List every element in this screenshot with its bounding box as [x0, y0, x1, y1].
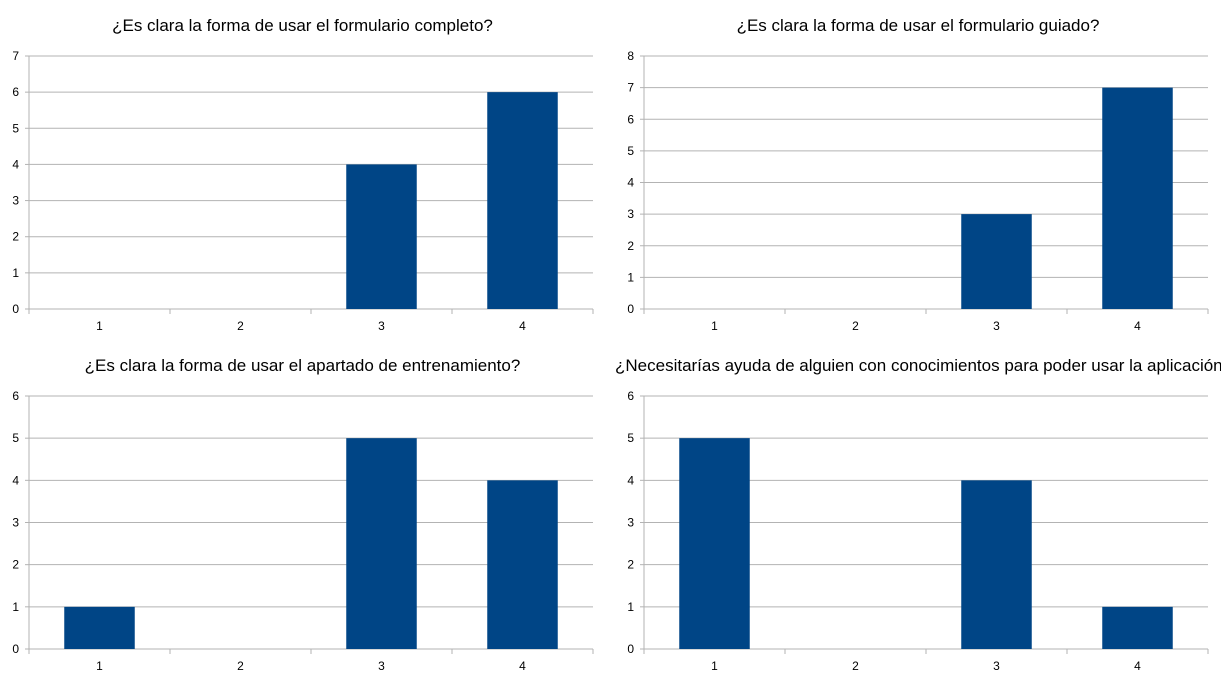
- bar-3: [961, 214, 1032, 309]
- y-tick-label: 4: [627, 473, 634, 487]
- y-tick-label: 4: [12, 157, 19, 171]
- x-tick-label: 3: [378, 319, 385, 333]
- x-tick-label: 3: [993, 659, 1000, 673]
- bar-4: [1102, 87, 1173, 309]
- x-tick-label: 2: [237, 319, 244, 333]
- x-tick-label: 2: [237, 659, 244, 673]
- bar-1: [679, 438, 750, 649]
- bar-chart: 0 1 2 3 4 5 6 7 8 1 2 3 4: [627, 49, 1209, 333]
- x-tick-label: 3: [993, 319, 1000, 333]
- chart-panel-entrenamiento: ¿Es clara la forma de usar el apartado d…: [0, 340, 605, 681]
- bar-4: [487, 480, 558, 649]
- y-tick-label: 0: [12, 642, 19, 656]
- y-tick-label: 5: [12, 121, 19, 135]
- chart-title: ¿Es clara la forma de usar el apartado d…: [84, 356, 521, 375]
- y-tick-label: 0: [627, 642, 634, 656]
- x-tick-label: 2: [852, 319, 859, 333]
- bar-chart: 0 1 2 3 4 5 6 1 2 3 4: [12, 389, 594, 673]
- y-tick-label: 1: [12, 600, 19, 614]
- y-tick-label: 5: [12, 431, 19, 445]
- y-tick-label: 4: [627, 176, 634, 190]
- x-tick-label: 1: [711, 319, 718, 333]
- bar-3: [346, 438, 417, 649]
- y-tick-label: 5: [627, 431, 634, 445]
- x-tick-label: 3: [378, 659, 385, 673]
- chart-panel-ayuda: ¿Necesitarías ayuda de alguien con conoc…: [615, 340, 1221, 681]
- bar-chart: 0 1 2 3 4 5 6 1 2 3 4: [627, 389, 1209, 673]
- x-tick-label: 1: [96, 659, 103, 673]
- x-tick-label: 2: [852, 659, 859, 673]
- bar-1: [64, 606, 135, 649]
- bar-4: [1102, 606, 1173, 649]
- y-tick-label: 6: [12, 85, 19, 99]
- x-tick-label: 4: [519, 319, 526, 333]
- y-tick-label: 2: [12, 558, 19, 572]
- bar-4: [487, 92, 558, 310]
- chart-title: ¿Necesitarías ayuda de alguien con conoc…: [615, 356, 1221, 375]
- y-tick-label: 2: [627, 558, 634, 572]
- chart-title: ¿Es clara la forma de usar el formulario…: [112, 16, 493, 35]
- y-tick-label: 6: [627, 112, 634, 126]
- y-tick-label: 6: [627, 389, 634, 403]
- y-tick-label: 3: [627, 516, 634, 530]
- bar-3: [346, 164, 417, 309]
- y-tick-label: 0: [12, 302, 19, 316]
- chart-title: ¿Es clara la forma de usar el formulario…: [736, 16, 1100, 35]
- x-tick-label: 4: [1134, 659, 1141, 673]
- y-tick-label: 7: [12, 49, 19, 63]
- chart-panel-formulario-guiado: ¿Es clara la forma de usar el formulario…: [615, 0, 1221, 340]
- y-tick-label: 3: [12, 194, 19, 208]
- y-tick-label: 3: [12, 516, 19, 530]
- y-tick-label: 7: [627, 81, 634, 95]
- y-tick-label: 1: [627, 600, 634, 614]
- x-tick-label: 4: [519, 659, 526, 673]
- x-tick-label: 1: [96, 319, 103, 333]
- bar-3: [961, 480, 1032, 649]
- x-tick-label: 1: [711, 659, 718, 673]
- bar-chart: 0 1 2 3 4 5 6 7 1 2 3 4: [12, 49, 594, 333]
- y-tick-label: 2: [12, 230, 19, 244]
- y-tick-label: 4: [12, 473, 19, 487]
- y-tick-label: 1: [627, 270, 634, 284]
- y-tick-label: 1: [12, 266, 19, 280]
- y-tick-label: 8: [627, 49, 634, 63]
- y-tick-label: 0: [627, 302, 634, 316]
- y-tick-label: 2: [627, 239, 634, 253]
- y-tick-label: 5: [627, 144, 634, 158]
- y-tick-label: 6: [12, 389, 19, 403]
- x-tick-label: 4: [1134, 319, 1141, 333]
- y-tick-label: 3: [627, 207, 634, 221]
- chart-panel-formulario-completo: ¿Es clara la forma de usar el formulario…: [0, 0, 605, 340]
